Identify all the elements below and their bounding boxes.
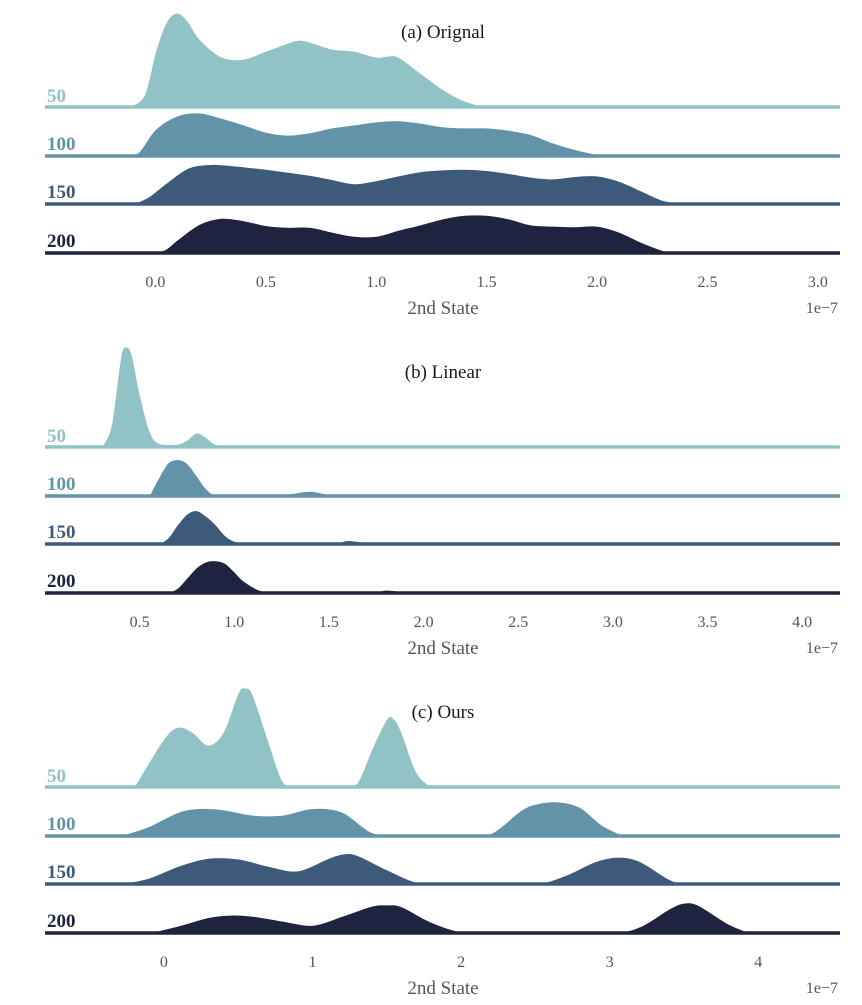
row-label: 100 xyxy=(47,134,76,155)
panel-title: (c) Ours xyxy=(412,702,475,723)
x-tick-label: 1.5 xyxy=(477,274,497,291)
row-label: 50 xyxy=(47,766,66,787)
x-tick-label: 0.0 xyxy=(145,274,165,291)
x-tick-label: 2.5 xyxy=(698,274,718,291)
panel-title: (a) Orignal xyxy=(401,22,485,43)
row-label: 200 xyxy=(47,911,76,932)
ridge-area xyxy=(45,559,840,594)
x-tick-label: 2.5 xyxy=(508,614,528,631)
x-tick-label: 2.0 xyxy=(414,614,434,631)
ridge-area xyxy=(45,12,840,108)
row-label: 150 xyxy=(47,522,76,543)
x-tick-label: 1 xyxy=(308,954,316,971)
ridgeline-panel: (a) Orignal 50 100 150 200 0.0 0.5 1.0 1.5 2.0 2.5… xyxy=(45,12,840,319)
ridge-area xyxy=(45,163,840,205)
x-tick-label: 3.5 xyxy=(698,614,718,631)
row-label: 150 xyxy=(47,182,76,203)
x-axis-label: 2nd State xyxy=(407,298,478,319)
ridge-area xyxy=(45,509,840,545)
x-tick-label: 3 xyxy=(606,954,614,971)
row-label: 200 xyxy=(47,571,76,592)
row-label: 150 xyxy=(47,862,76,883)
ridge-area xyxy=(45,852,840,886)
x-tick-label: 0 xyxy=(160,954,168,971)
ridge-area xyxy=(45,214,840,254)
row-label: 200 xyxy=(47,231,76,252)
panel-title: (b) Linear xyxy=(405,362,482,383)
row-label: 100 xyxy=(47,814,76,835)
row-label: 100 xyxy=(47,474,76,495)
x-tick-label: 0.5 xyxy=(256,274,276,291)
x-tick-label: 4.0 xyxy=(792,614,812,631)
x-axis-offset-text: 1e−7 xyxy=(806,640,838,657)
x-tick-label: 1.0 xyxy=(366,274,386,291)
row-label: 50 xyxy=(47,86,66,107)
ridge-area xyxy=(45,458,840,497)
x-tick-label: 3.0 xyxy=(808,274,828,291)
ridgeline-panel: (c) Ours 50 100 150 200 0 1 2 3 4 2nd State 1e−7 xyxy=(45,686,840,999)
ridgeline-panel: (b) Linear 50 100 150 200 0.5 1.0 1.5 2.0 2.5 3.0 3… xyxy=(45,346,840,659)
row-label: 50 xyxy=(47,426,66,447)
ridge-area xyxy=(45,112,840,157)
x-tick-label: 3.0 xyxy=(603,614,623,631)
x-axis-label: 2nd State xyxy=(407,978,478,999)
ridge-area xyxy=(45,801,840,837)
x-tick-label: 0.5 xyxy=(130,614,150,631)
x-tick-label: 4 xyxy=(754,954,762,971)
ridge-area xyxy=(45,901,840,935)
x-tick-label: 2.0 xyxy=(587,274,607,291)
x-tick-label: 1.5 xyxy=(319,614,339,631)
x-axis-offset-text: 1e−7 xyxy=(806,980,838,997)
x-tick-label: 2 xyxy=(457,954,465,971)
x-tick-label: 1.0 xyxy=(224,614,244,631)
x-axis-offset-text: 1e−7 xyxy=(806,300,838,317)
x-axis-label: 2nd State xyxy=(407,638,478,659)
